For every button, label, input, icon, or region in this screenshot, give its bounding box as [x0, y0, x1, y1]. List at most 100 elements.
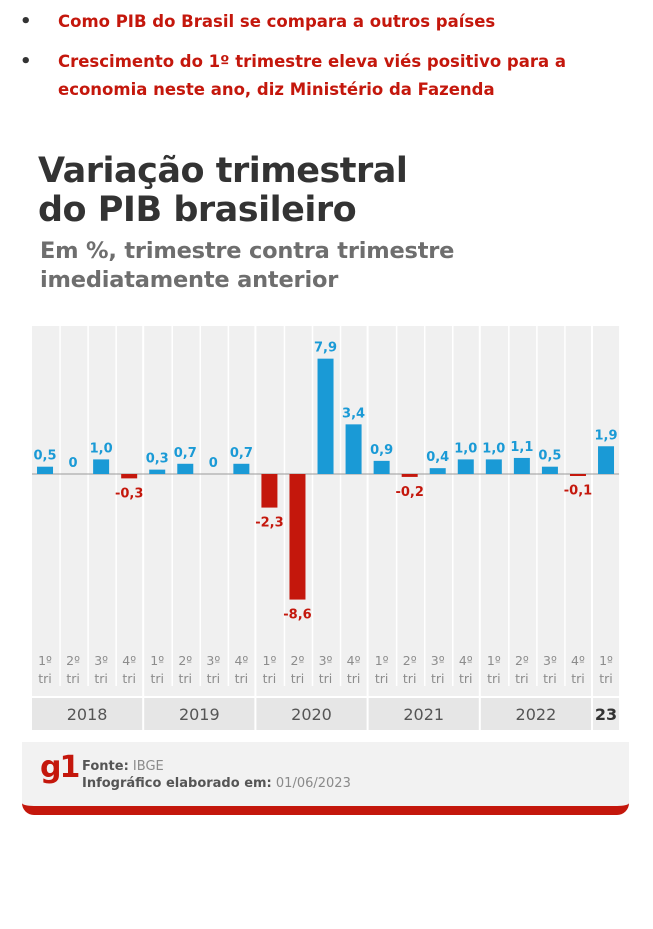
quarter-label: 3º [94, 653, 108, 668]
chart-title-line1: Variação trimestral [38, 151, 408, 191]
quarter-label: 4º [571, 653, 585, 668]
bar-value-label: -0,3 [115, 486, 143, 501]
quarter-label-tri: tri [66, 671, 80, 686]
quarter-label: 1º [150, 653, 164, 668]
quarter-label: 1º [375, 653, 389, 668]
related-link-item[interactable]: • Como PIB do Brasil se compara a outros… [18, 8, 638, 36]
year-band-2020 [256, 326, 367, 696]
bar-4 [149, 469, 166, 474]
gdp-bar-chart: 2018 2019 2020 2021 2022 23 0,5 1º tri 0 2º tri 1,0 3… [32, 326, 620, 730]
related-link-crescimento[interactable]: Crescimento do 1º trimestre eleva viés p… [58, 52, 566, 99]
year-band-2021 [368, 326, 479, 696]
bar-9 [289, 474, 306, 600]
quarter-label: 2º [291, 653, 305, 668]
year-band-23 [593, 326, 620, 696]
bullet-icon: • [20, 51, 32, 72]
year-label: 2019 [179, 705, 220, 724]
bar-13 [401, 474, 418, 477]
quarter-label-tri: tri [319, 671, 333, 686]
year-band-2022 [480, 326, 591, 696]
year-label: 2022 [516, 705, 557, 724]
year-label-bg [32, 698, 143, 730]
source-info: Fonte: IBGE Infográfico elaborado em: 01… [82, 758, 351, 792]
year-label-bg [144, 698, 255, 730]
year-band-2018 [32, 326, 143, 696]
chart-title-line2: do PIB brasileiro [38, 190, 357, 230]
source-value: IBGE [132, 759, 164, 774]
bar-value-label: 1,1 [510, 440, 533, 455]
quarter-label-tri: tri [263, 671, 277, 686]
bar-17 [513, 457, 530, 474]
year-label: 2018 [67, 705, 108, 724]
year-label-bg [593, 698, 620, 730]
year-label-bg [480, 698, 591, 730]
bar-value-label: 0,3 [146, 452, 169, 467]
quarter-label-tri: tri [599, 671, 613, 686]
related-link-item[interactable]: • Crescimento do 1º trimestre eleva viés… [18, 48, 638, 104]
chart-footer: g1 Fonte: IBGE Infográfico elaborado em:… [22, 742, 629, 815]
quarter-label: 2º [66, 653, 80, 668]
quarter-label-tri: tri [543, 671, 557, 686]
bar-value-label: 1,0 [90, 441, 113, 456]
quarter-label: 4º [122, 653, 136, 668]
bar-value-label: -0,2 [395, 485, 423, 500]
quarter-label: 4º [347, 653, 361, 668]
quarter-label-tri: tri [459, 671, 473, 686]
bar-value-label: 1,9 [595, 428, 618, 443]
bar-8 [261, 474, 278, 508]
bar-10 [317, 358, 334, 474]
bar-value-label: 0,7 [230, 446, 253, 461]
quarter-label-tri: tri [487, 671, 501, 686]
bullet-icon: • [20, 11, 32, 32]
year-label: 2020 [291, 705, 332, 724]
year-band-2019 [144, 326, 255, 696]
quarter-label-tri: tri [403, 671, 417, 686]
bar-value-label: 1,0 [454, 441, 477, 456]
related-link-pib-paises[interactable]: Como PIB do Brasil se compara a outros p… [58, 12, 496, 31]
quarter-label: 4º [234, 653, 248, 668]
quarter-label-tri: tri [38, 671, 52, 686]
quarter-label: 3º [206, 653, 220, 668]
quarter-label-tri: tri [291, 671, 305, 686]
g1-logo: g1 [40, 750, 80, 785]
bar-0 [37, 466, 54, 474]
chart-subtitle-line2: imediatamente anterior [40, 267, 339, 293]
bar-3 [121, 474, 138, 479]
quarter-label-tri: tri [431, 671, 445, 686]
bar-19 [569, 474, 586, 476]
chart-subtitle: Em %, trimestre contra trimestre imediat… [40, 237, 454, 295]
bar-15 [457, 459, 474, 474]
bar-16 [485, 459, 502, 474]
bar-value-label: -8,6 [283, 608, 311, 623]
bar-value-label: -2,3 [255, 516, 283, 531]
related-links: • Como PIB do Brasil se compara a outros… [18, 8, 638, 116]
bar-value-label: 7,9 [314, 341, 337, 356]
quarter-label: 2º [178, 653, 192, 668]
bar-value-label: 0 [209, 456, 218, 471]
bar-20 [598, 446, 615, 474]
bar-2 [93, 459, 110, 474]
bar-11 [345, 424, 362, 474]
quarter-label-tri: tri [375, 671, 389, 686]
bar-value-label: 3,4 [342, 406, 365, 421]
quarter-label-tri: tri [179, 671, 193, 686]
quarter-label-tri: tri [235, 671, 249, 686]
quarter-label-tri: tri [571, 671, 585, 686]
year-label-bg [368, 698, 479, 730]
quarter-label-tri: tri [150, 671, 164, 686]
bar-value-label: 0,5 [538, 449, 561, 464]
bar-12 [373, 460, 390, 474]
quarter-label: 1º [263, 653, 277, 668]
bar-value-label: 0 [69, 456, 78, 471]
year-label: 23 [595, 705, 617, 724]
quarter-label: 2º [515, 653, 529, 668]
year-label-bg [256, 698, 367, 730]
bar-5 [177, 463, 194, 474]
bar-18 [541, 466, 558, 474]
made-value: 01/06/2023 [275, 776, 351, 791]
quarter-label-tri: tri [515, 671, 529, 686]
quarter-label: 3º [543, 653, 557, 668]
bar-14 [429, 468, 446, 474]
bar-value-label: 0,4 [426, 450, 449, 465]
chart-title: Variação trimestral do PIB brasileiro [38, 151, 408, 230]
